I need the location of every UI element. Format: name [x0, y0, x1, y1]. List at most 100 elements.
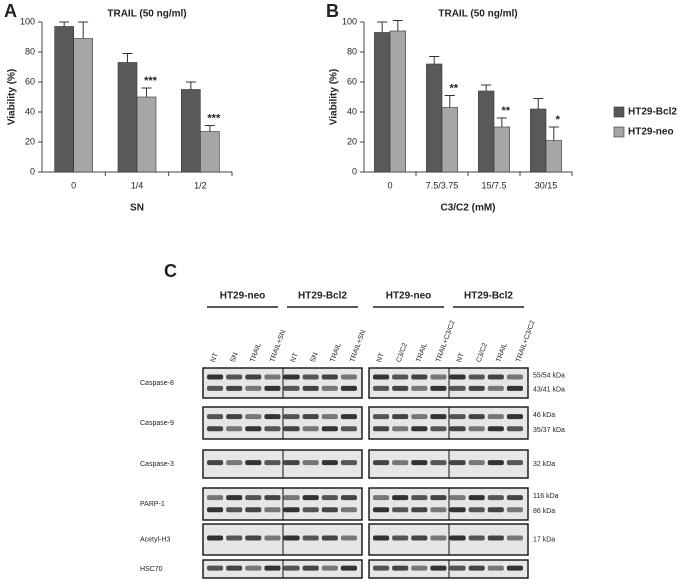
band [373, 385, 390, 391]
band [487, 565, 504, 571]
row-label: PARP-1 [140, 501, 165, 508]
lane-label: NT [210, 351, 220, 363]
band [449, 460, 466, 466]
y-tick-label: 20 [347, 136, 357, 146]
band [430, 535, 447, 541]
band [487, 460, 504, 466]
band [226, 565, 243, 571]
band [392, 460, 409, 466]
band [487, 495, 504, 501]
band [302, 414, 319, 420]
band [283, 535, 300, 541]
band [411, 414, 428, 420]
band [392, 565, 409, 571]
band [283, 495, 300, 501]
band [392, 414, 409, 420]
band [430, 374, 447, 380]
band [411, 460, 428, 466]
band [506, 535, 523, 541]
band [506, 460, 523, 466]
band [283, 460, 300, 466]
lane-label: C3/C2 [396, 342, 409, 363]
bar [389, 30, 406, 173]
band [207, 495, 224, 501]
significance: *** [144, 75, 158, 87]
band [302, 426, 319, 432]
band [340, 414, 357, 420]
bar [441, 107, 458, 173]
significance: *** [207, 112, 221, 124]
band [430, 414, 447, 420]
band [245, 565, 262, 571]
y-tick-label: 0 [30, 166, 35, 176]
size-label: 17 kDa [533, 536, 555, 543]
band [226, 495, 243, 501]
bar [73, 38, 93, 173]
group-label: HT29-neo [386, 291, 432, 302]
band [373, 374, 390, 380]
x-tick-label: 15/7.5 [481, 180, 506, 190]
band [207, 414, 224, 420]
legend-label: HT29-Bcl2 [628, 107, 677, 118]
row-label: Caspase-3 [140, 461, 174, 468]
lane-label: NT [376, 351, 386, 363]
bar [374, 32, 391, 173]
band [226, 426, 243, 432]
band [411, 385, 428, 391]
size-label: 86 kDa [533, 508, 555, 515]
band [340, 385, 357, 391]
band [506, 507, 523, 513]
band [321, 495, 338, 501]
bar [493, 126, 510, 173]
band [430, 495, 447, 501]
band [430, 460, 447, 466]
lane-label: TRAIL [249, 342, 262, 363]
band [321, 460, 338, 466]
lane-label: TRAIL [495, 342, 508, 363]
band [392, 385, 409, 391]
bar [545, 140, 562, 173]
band [373, 426, 390, 432]
y-tick-label: 60 [25, 76, 35, 86]
band [340, 535, 357, 541]
y-tick-label: 40 [347, 106, 357, 116]
annotation: TRAIL (50 ng/ml) [107, 9, 186, 20]
band [226, 414, 243, 420]
band [264, 507, 281, 513]
y-tick-label: 100 [20, 16, 35, 26]
band [264, 414, 281, 420]
band [373, 495, 390, 501]
band [302, 535, 319, 541]
band [392, 535, 409, 541]
band [449, 374, 466, 380]
band [373, 460, 390, 466]
legend-swatch [613, 126, 625, 138]
row-label: Caspase-8 [140, 380, 174, 387]
bar [181, 89, 201, 173]
band [245, 385, 262, 391]
band [226, 460, 243, 466]
band [245, 460, 262, 466]
bar [54, 26, 74, 173]
size-label: 35/37 kDa [533, 427, 565, 434]
band [468, 495, 485, 501]
band [283, 507, 300, 513]
band [340, 374, 357, 380]
lane-label: TRAIL [415, 342, 428, 363]
legend-swatch [613, 106, 625, 118]
group-label: HT29-Bcl2 [464, 291, 513, 302]
band [321, 385, 338, 391]
band [226, 374, 243, 380]
significance: ** [502, 105, 511, 117]
band [411, 426, 428, 432]
band [245, 507, 262, 513]
band [321, 565, 338, 571]
band [302, 565, 319, 571]
band [449, 507, 466, 513]
y-tick-label: 80 [347, 46, 357, 56]
band [506, 414, 523, 420]
band [207, 507, 224, 513]
band [468, 385, 485, 391]
x-tick-label: 30/15 [535, 180, 558, 190]
x-tick-label: 0 [387, 180, 392, 190]
